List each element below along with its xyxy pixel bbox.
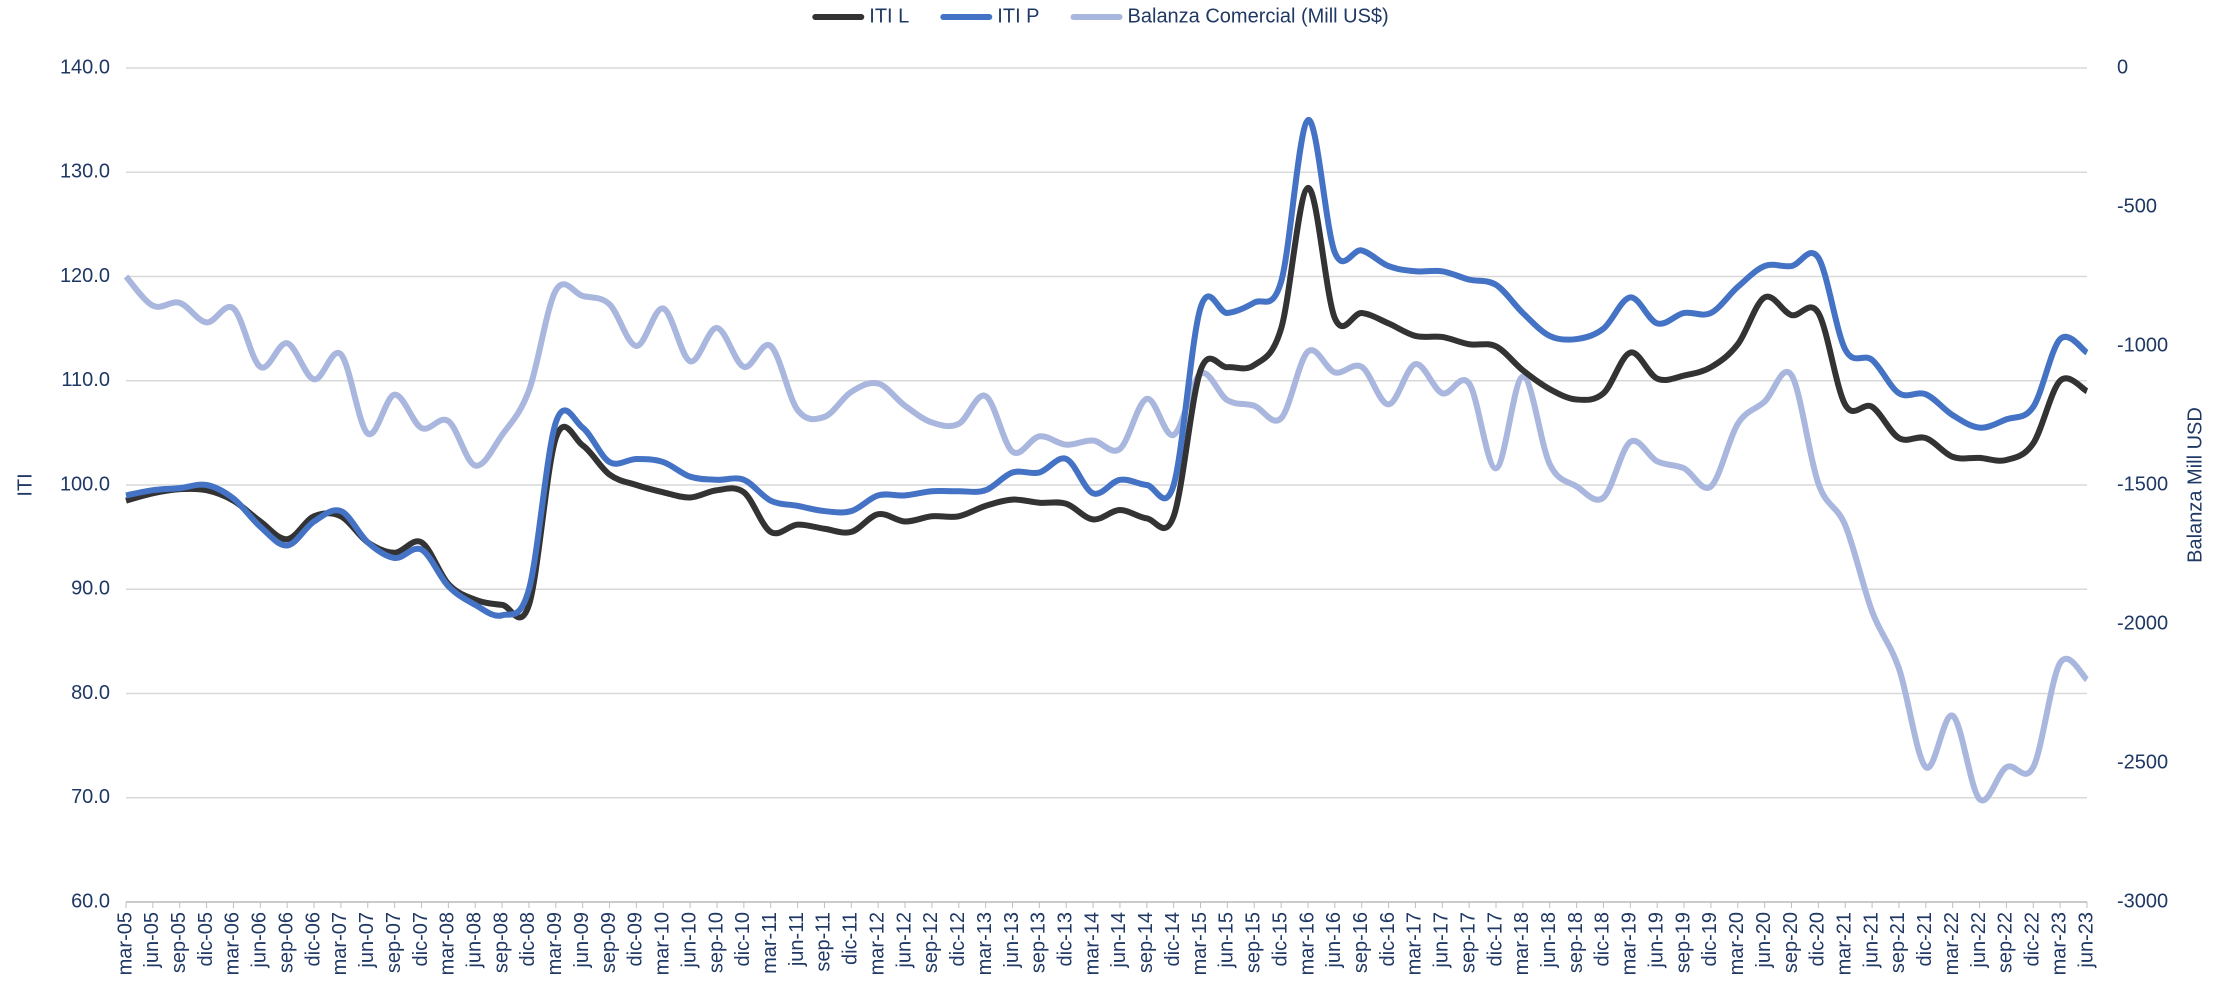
y-axis-title: ITI [14, 473, 36, 496]
x-tick-label: jun-16 [1323, 912, 1345, 969]
y-tick-label: 90.0 [71, 578, 110, 600]
x-tick-label: mar-22 [1941, 912, 1963, 975]
series-line [126, 277, 2087, 801]
x-tick-label: jun-09 [571, 912, 593, 969]
x-tick-label: mar-12 [866, 912, 888, 975]
page: ITI Balanza Mill USD 60.0 70.0 80.0 90.0 100… [0, 0, 2226, 994]
x-tick-label: sep-19 [1672, 912, 1694, 973]
x-tick-label: sep-07 [383, 912, 405, 973]
y2-tick-label: 0 [2117, 56, 2128, 78]
x-tick-label: jun-14 [1108, 912, 1130, 969]
x-tick-label: jun-22 [1968, 912, 1990, 969]
x-tick-label: sep-11 [813, 912, 835, 972]
x-tick-label: mar-05 [114, 912, 136, 975]
x-tick-label: mar-14 [1081, 912, 1103, 975]
x-tick-label: dic-16 [1377, 912, 1399, 966]
x-tick-label: sep-05 [168, 912, 190, 973]
x-tick-label: mar-08 [437, 912, 459, 975]
x-tick-label: sep-16 [1350, 912, 1372, 973]
x-tick-label: mar-06 [222, 912, 244, 975]
x-tick-label: sep-15 [1243, 912, 1265, 973]
x-tick-label: dic-20 [1807, 912, 1829, 966]
x-tick-label: mar-16 [1296, 912, 1318, 975]
x-tick-label: sep-22 [1995, 912, 2017, 973]
y2-axis-title: Balanza Mill USD [2184, 407, 2206, 563]
x-tick-label: dic-07 [410, 912, 432, 966]
legend-label: ITI L [869, 5, 909, 27]
y2-tick-label: -500 [2117, 195, 2157, 217]
x-tick-label: jun-18 [1538, 912, 1560, 969]
x-tick-label: jun-10 [678, 912, 700, 969]
x-tick-label: mar-11 [759, 912, 781, 974]
x-tick-label: sep-21 [1887, 912, 1909, 973]
x-tick-label: dic-22 [2022, 912, 2044, 966]
y-tick-label: 80.0 [71, 682, 110, 704]
x-tick-label: dic-12 [947, 912, 969, 966]
y-tick-label: 130.0 [60, 161, 110, 183]
y2-tick-label: -1000 [2117, 334, 2168, 356]
x-tick-label: sep-14 [1135, 912, 1157, 973]
legend-label: Balanza Comercial (Mill US$) [1128, 5, 1389, 27]
x-tick-label: dic-21 [1914, 912, 1936, 966]
y-tick-label: 60.0 [71, 890, 110, 912]
x-tick-label: jun-23 [2075, 912, 2097, 969]
x-tick-label: dic-13 [1054, 912, 1076, 966]
x-tick-label: jun-13 [1001, 912, 1023, 969]
x-tick-label: mar-10 [652, 912, 674, 975]
y-tick-label: 110.0 [61, 369, 110, 391]
x-tick-label: jun-05 [141, 912, 163, 969]
x-tick-label: jun-07 [356, 912, 378, 969]
x-tick-label: sep-08 [490, 912, 512, 973]
x-tick-label: dic-05 [195, 912, 217, 966]
y-tick-label: 100.0 [60, 473, 110, 495]
y2-tick-label: -3000 [2117, 890, 2168, 912]
x-tick-label: mar-23 [2048, 912, 2070, 975]
x-tick-label: jun-11 [786, 912, 808, 967]
x-tick-label: sep-20 [1780, 912, 1802, 973]
x-tick-label: dic-06 [302, 912, 324, 966]
chart: ITI Balanza Mill USD 60.0 70.0 80.0 90.0 100… [0, 0, 2226, 989]
y2-tick-label: -1500 [2117, 473, 2168, 495]
x-tick-label: mar-17 [1404, 912, 1426, 975]
x-tick-label: mar-20 [1726, 912, 1748, 975]
y-tick-label: 70.0 [71, 786, 110, 808]
x-tick-label: sep-09 [598, 912, 620, 973]
x-tick-label: sep-06 [275, 912, 297, 973]
x-tick-label: dic-09 [625, 912, 647, 966]
x-tick-label: dic-11 [840, 912, 862, 965]
series-line [126, 188, 2087, 618]
x-tick-label: mar-07 [329, 912, 351, 975]
y2-tick-label: -2500 [2117, 751, 2168, 773]
x-tick-label: mar-09 [544, 912, 566, 975]
legend-label: ITI P [997, 5, 1039, 27]
x-tick-label: mar-18 [1511, 912, 1533, 975]
x-tick-label: mar-19 [1619, 912, 1641, 975]
x-tick-label: dic-08 [517, 912, 539, 966]
x-tick-label: sep-13 [1028, 912, 1050, 973]
x-tick-label: mar-21 [1834, 912, 1856, 975]
x-tick-label: mar-13 [974, 912, 996, 975]
x-tick-label: jun-17 [1431, 912, 1453, 969]
x-tick-label: jun-08 [464, 912, 486, 969]
x-tick-label: sep-10 [705, 912, 727, 973]
x-tick-label: sep-18 [1565, 912, 1587, 973]
x-tick-label: dic-19 [1699, 912, 1721, 966]
x-tick-label: jun-15 [1216, 912, 1238, 969]
x-tick-label: sep-17 [1457, 912, 1479, 973]
x-tick-label: dic-18 [1592, 912, 1614, 966]
x-tick-label: dic-15 [1269, 912, 1291, 966]
x-tick-label: dic-14 [1162, 912, 1184, 966]
x-tick-label: dic-17 [1484, 912, 1506, 966]
x-tick-label: sep-12 [920, 912, 942, 973]
x-tick-label: dic-10 [732, 912, 754, 966]
x-tick-label: jun-21 [1860, 912, 1882, 969]
y2-tick-label: -2000 [2117, 612, 2168, 634]
x-tick-label: jun-20 [1753, 912, 1775, 969]
y-tick-label: 120.0 [60, 265, 110, 287]
x-tick-label: mar-15 [1189, 912, 1211, 975]
x-tick-label: jun-06 [249, 912, 271, 969]
x-tick-label: jun-19 [1645, 912, 1667, 969]
y-tick-label: 140.0 [60, 56, 110, 78]
x-tick-label: jun-12 [893, 912, 915, 969]
